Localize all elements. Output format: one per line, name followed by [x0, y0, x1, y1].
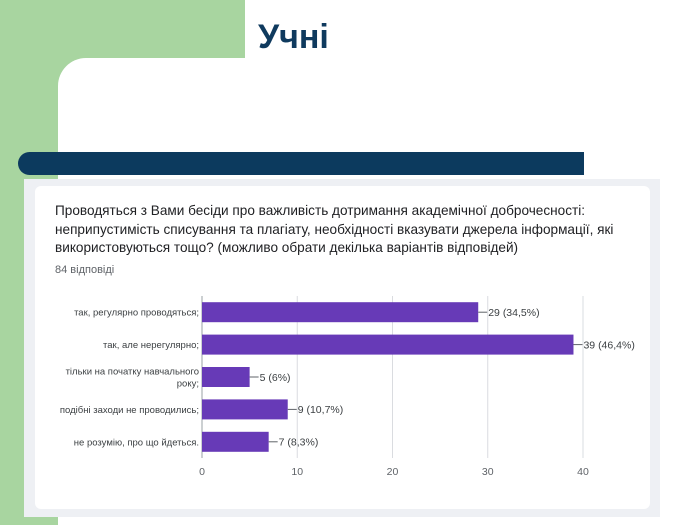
data-label: 29 (34,5%) [488, 307, 539, 319]
response-count: 84 відповіді [55, 264, 115, 276]
category-label: року; [177, 379, 199, 390]
category-label: не розумію, про що йдеться. [74, 437, 199, 448]
data-label: 39 (46,4%) [583, 339, 634, 351]
x-tick-label: 30 [482, 466, 494, 478]
bar [202, 302, 479, 323]
question-text: Проводяться з Вами бесіди про важливість… [55, 203, 614, 255]
navy-divider-bar [18, 152, 584, 175]
x-tick-label: 40 [577, 466, 589, 478]
data-label: 5 (6%) [260, 372, 291, 384]
x-tick-label: 20 [387, 466, 399, 478]
category-label: тільки на початку навчального [66, 367, 199, 378]
bar [202, 334, 574, 355]
bar [202, 431, 269, 452]
data-label: 9 (10,7%) [298, 404, 344, 416]
bar [202, 367, 250, 387]
x-tick-label: 10 [291, 466, 303, 478]
category-label: так, регулярно проводяться; [74, 308, 199, 319]
data-label: 7 (8,3%) [279, 437, 319, 449]
category-label: так, але нерегулярно; [103, 340, 199, 351]
category-label: подібні заходи не проводились; [60, 405, 199, 416]
bar [202, 399, 288, 420]
x-tick-label: 0 [199, 466, 205, 478]
slide-title: Учні [258, 18, 329, 56]
